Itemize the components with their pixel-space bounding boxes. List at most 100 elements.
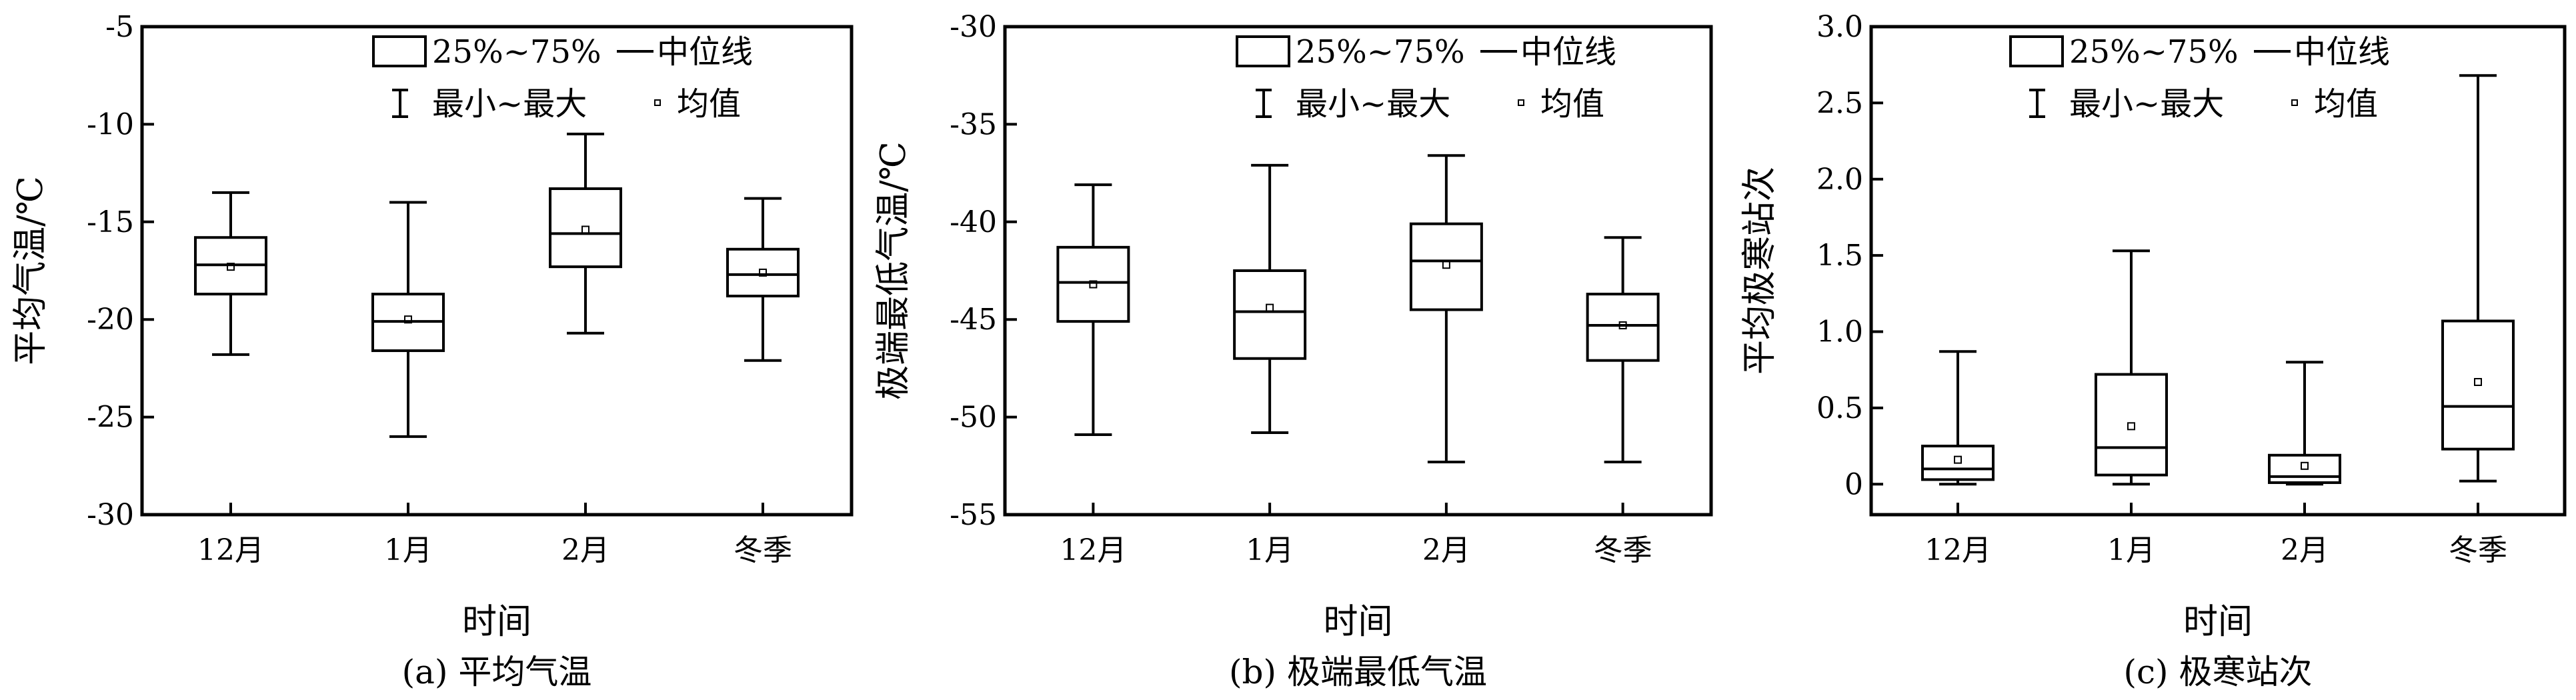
x-tick-label: 2月 xyxy=(2281,533,2329,567)
x-tick-label: 冬季 xyxy=(1594,533,1652,567)
legend-box-label: 25%~75% xyxy=(2069,33,2239,71)
iqr-box xyxy=(1056,245,1130,323)
legend-median-label: 中位线 xyxy=(2294,33,2390,71)
y-tick-label: -30 xyxy=(950,10,997,44)
box-1月 xyxy=(371,201,445,438)
iqr-box xyxy=(1233,269,1307,360)
box-12月 xyxy=(1056,183,1130,436)
x-tick-label: 12月 xyxy=(1060,533,1126,567)
legend-whisker-label: 最小~最大 xyxy=(1296,85,1450,123)
y-tick-label: -5 xyxy=(105,10,134,44)
y-tick-label: -20 xyxy=(87,303,134,337)
y-tick-label: 2.0 xyxy=(1816,163,1863,197)
x-axis-label: 时间 xyxy=(1323,602,1392,642)
mean-marker xyxy=(581,225,589,234)
legend-mean-label: 均值 xyxy=(2314,85,2378,123)
x-tick-label: 12月 xyxy=(1924,533,1991,567)
y-tick-label: -55 xyxy=(950,498,997,532)
iqr-box xyxy=(2441,319,2515,451)
x-tick-label: 2月 xyxy=(561,533,609,567)
legend-mean-label: 均值 xyxy=(677,85,741,123)
plot-frame xyxy=(1003,25,1713,517)
box-2月 xyxy=(549,133,622,335)
legend-box-label: 25%~75% xyxy=(1296,33,1465,71)
mean-marker xyxy=(404,315,412,324)
iqr-box xyxy=(726,247,800,298)
iqr-box xyxy=(1409,222,1483,311)
y-axis-label: 平均气温/℃ xyxy=(11,176,51,365)
x-axis-label: 时间 xyxy=(2183,602,2253,642)
mean-marker xyxy=(1266,303,1274,312)
panel-caption: (b) 极端最低气温 xyxy=(1229,653,1487,691)
legend-box-swatch xyxy=(372,35,427,67)
mean-marker xyxy=(1954,455,1962,464)
y-tick-label: 1.0 xyxy=(1816,315,1863,349)
x-tick-label: 冬季 xyxy=(2449,533,2507,567)
box-12月 xyxy=(194,191,267,356)
y-tick-label: 1.5 xyxy=(1816,239,1863,273)
x-tick-label: 12月 xyxy=(197,533,264,567)
box-12月 xyxy=(1921,350,1995,486)
y-tick-label: 3.0 xyxy=(1816,10,1863,44)
mean-marker xyxy=(227,263,235,271)
y-axis-label: 极端最低气温/℃ xyxy=(874,141,914,400)
box-1月 xyxy=(2095,249,2168,486)
x-tick-label: 1月 xyxy=(1246,533,1294,567)
y-tick-label: -25 xyxy=(87,401,134,435)
y-tick-label: 0.5 xyxy=(1816,391,1863,425)
y-tick-label: -35 xyxy=(950,107,997,141)
box-冬季 xyxy=(2441,74,2515,483)
x-axis-label: 时间 xyxy=(462,602,531,642)
box-冬季 xyxy=(726,197,800,362)
legend-box-swatch xyxy=(2009,35,2064,67)
legend-mean-label: 均值 xyxy=(1540,85,1604,123)
x-tick-label: 1月 xyxy=(384,533,432,567)
y-tick-label: -50 xyxy=(950,401,997,435)
box-2月 xyxy=(2268,361,2341,486)
y-tick-label: -30 xyxy=(87,498,134,532)
mean-marker xyxy=(2127,422,2135,431)
chart-panel-2: -30 -35 -40 -45 -50 -55 12月 1月 2月 冬季 25%~75% 中位线最小~… xyxy=(874,10,1713,691)
mean-marker xyxy=(1089,280,1098,289)
iqr-box xyxy=(2268,453,2341,484)
mean-marker xyxy=(1618,321,1627,329)
panel-caption: (c) 极寒站次 xyxy=(2124,653,2313,691)
chart-panel-1: -5 -10 -15 -20 -25 -30 12月 1月 2月 冬季 25%~75% 中位线最小~最… xyxy=(11,10,854,691)
legend-median-label: 中位线 xyxy=(1520,33,1616,71)
legend-whisker-label: 最小~最大 xyxy=(2069,85,2224,123)
y-axis-label: 平均极寒站次 xyxy=(1740,167,1780,375)
y-tick-label: -40 xyxy=(950,205,997,239)
plot-frame xyxy=(140,25,854,517)
legend-mean-swatch xyxy=(1518,99,1524,106)
legend-mean-swatch xyxy=(654,99,661,106)
y-tick-label: 2.5 xyxy=(1816,86,1863,120)
x-tick-label: 冬季 xyxy=(734,533,792,567)
panel-caption: (a) 平均气温 xyxy=(402,653,592,691)
legend-mean-swatch xyxy=(2291,99,2298,106)
box-2月 xyxy=(1409,154,1483,463)
y-tick-label: -15 xyxy=(87,205,134,239)
mean-marker xyxy=(759,268,767,277)
iqr-box xyxy=(549,187,622,269)
iqr-box xyxy=(1586,293,1660,362)
iqr-box xyxy=(2095,373,2168,477)
mean-marker xyxy=(1442,261,1450,269)
legend-box-swatch xyxy=(1236,35,1290,67)
legend-whisker-label: 最小~最大 xyxy=(432,85,587,123)
chart-panel-3: 0 0.5 1.0 1.5 2.0 2.5 3.0 12月 1月 2月 冬季 25%~75% 中位线最小… xyxy=(1740,10,2567,691)
x-tick-label: 1月 xyxy=(2107,533,2155,567)
y-tick-label: -45 xyxy=(950,303,997,337)
plot-frame xyxy=(1869,25,2567,517)
box-1月 xyxy=(1233,163,1307,435)
y-tick-label: 0 xyxy=(1844,467,1863,501)
box-冬季 xyxy=(1586,236,1660,463)
y-tick-label: -10 xyxy=(87,107,134,141)
x-tick-label: 2月 xyxy=(1422,533,1470,567)
mean-marker xyxy=(2301,461,2309,470)
mean-marker xyxy=(2474,377,2482,386)
legend-box-label: 25%~75% xyxy=(432,33,601,71)
